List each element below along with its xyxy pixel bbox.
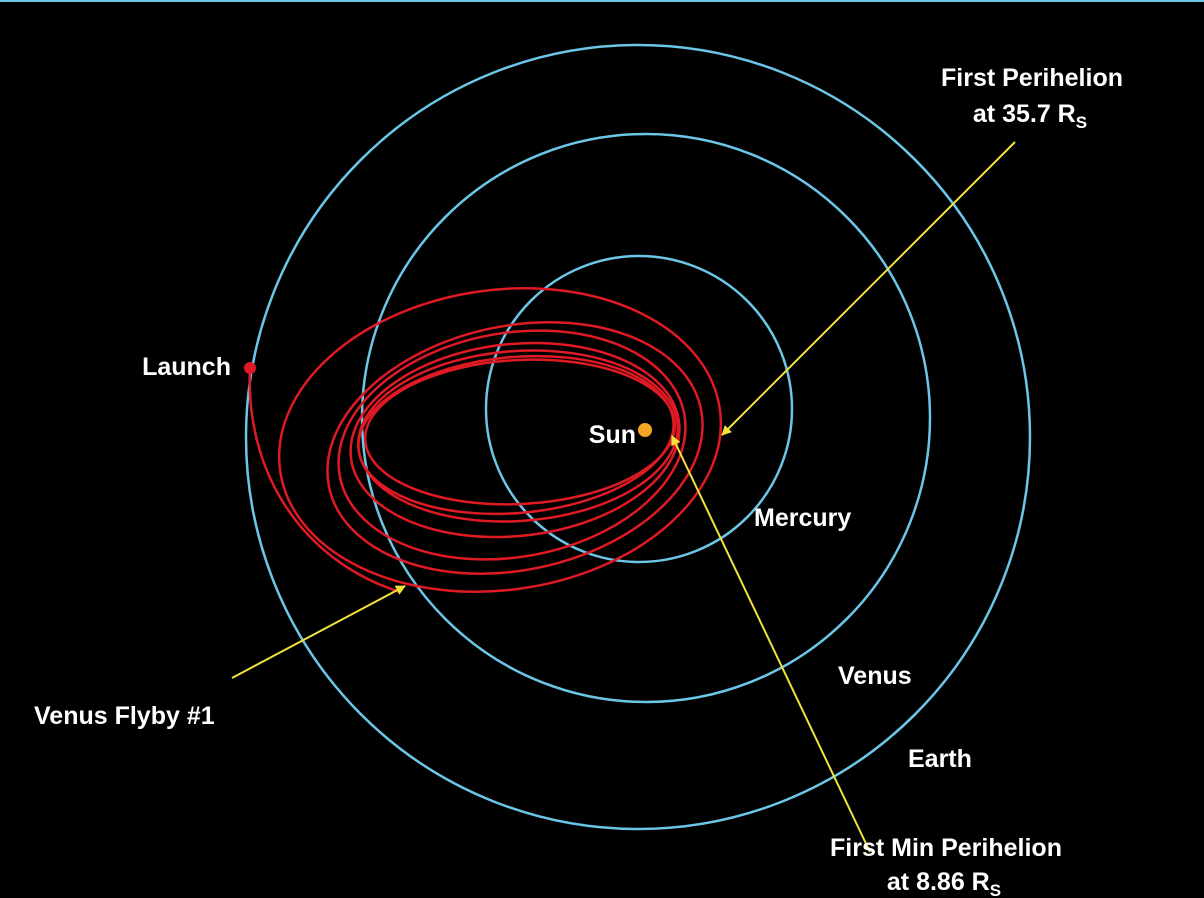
label: Launch xyxy=(142,353,231,381)
sun xyxy=(638,423,652,437)
subscript: S xyxy=(990,881,1001,898)
launch-point xyxy=(244,362,256,374)
label: Venus Flyby #1 xyxy=(34,702,215,730)
background xyxy=(0,0,1204,898)
label: Mercury xyxy=(754,504,851,532)
label: at 8.86 R xyxy=(887,868,990,896)
label: Sun xyxy=(589,421,636,449)
label: Venus xyxy=(838,662,912,690)
label: Earth xyxy=(908,745,972,773)
diagram: First Perihelion at 35.7 RS Launch Sun M… xyxy=(0,0,1204,898)
label: First Perihelion xyxy=(941,64,1123,92)
label: at 35.7 RS xyxy=(973,100,1087,132)
subscript: S xyxy=(1076,113,1087,132)
label: at 8.86 RS xyxy=(887,868,1001,898)
label: First Min Perihelion xyxy=(830,834,1062,862)
label: at 35.7 R xyxy=(973,100,1076,128)
